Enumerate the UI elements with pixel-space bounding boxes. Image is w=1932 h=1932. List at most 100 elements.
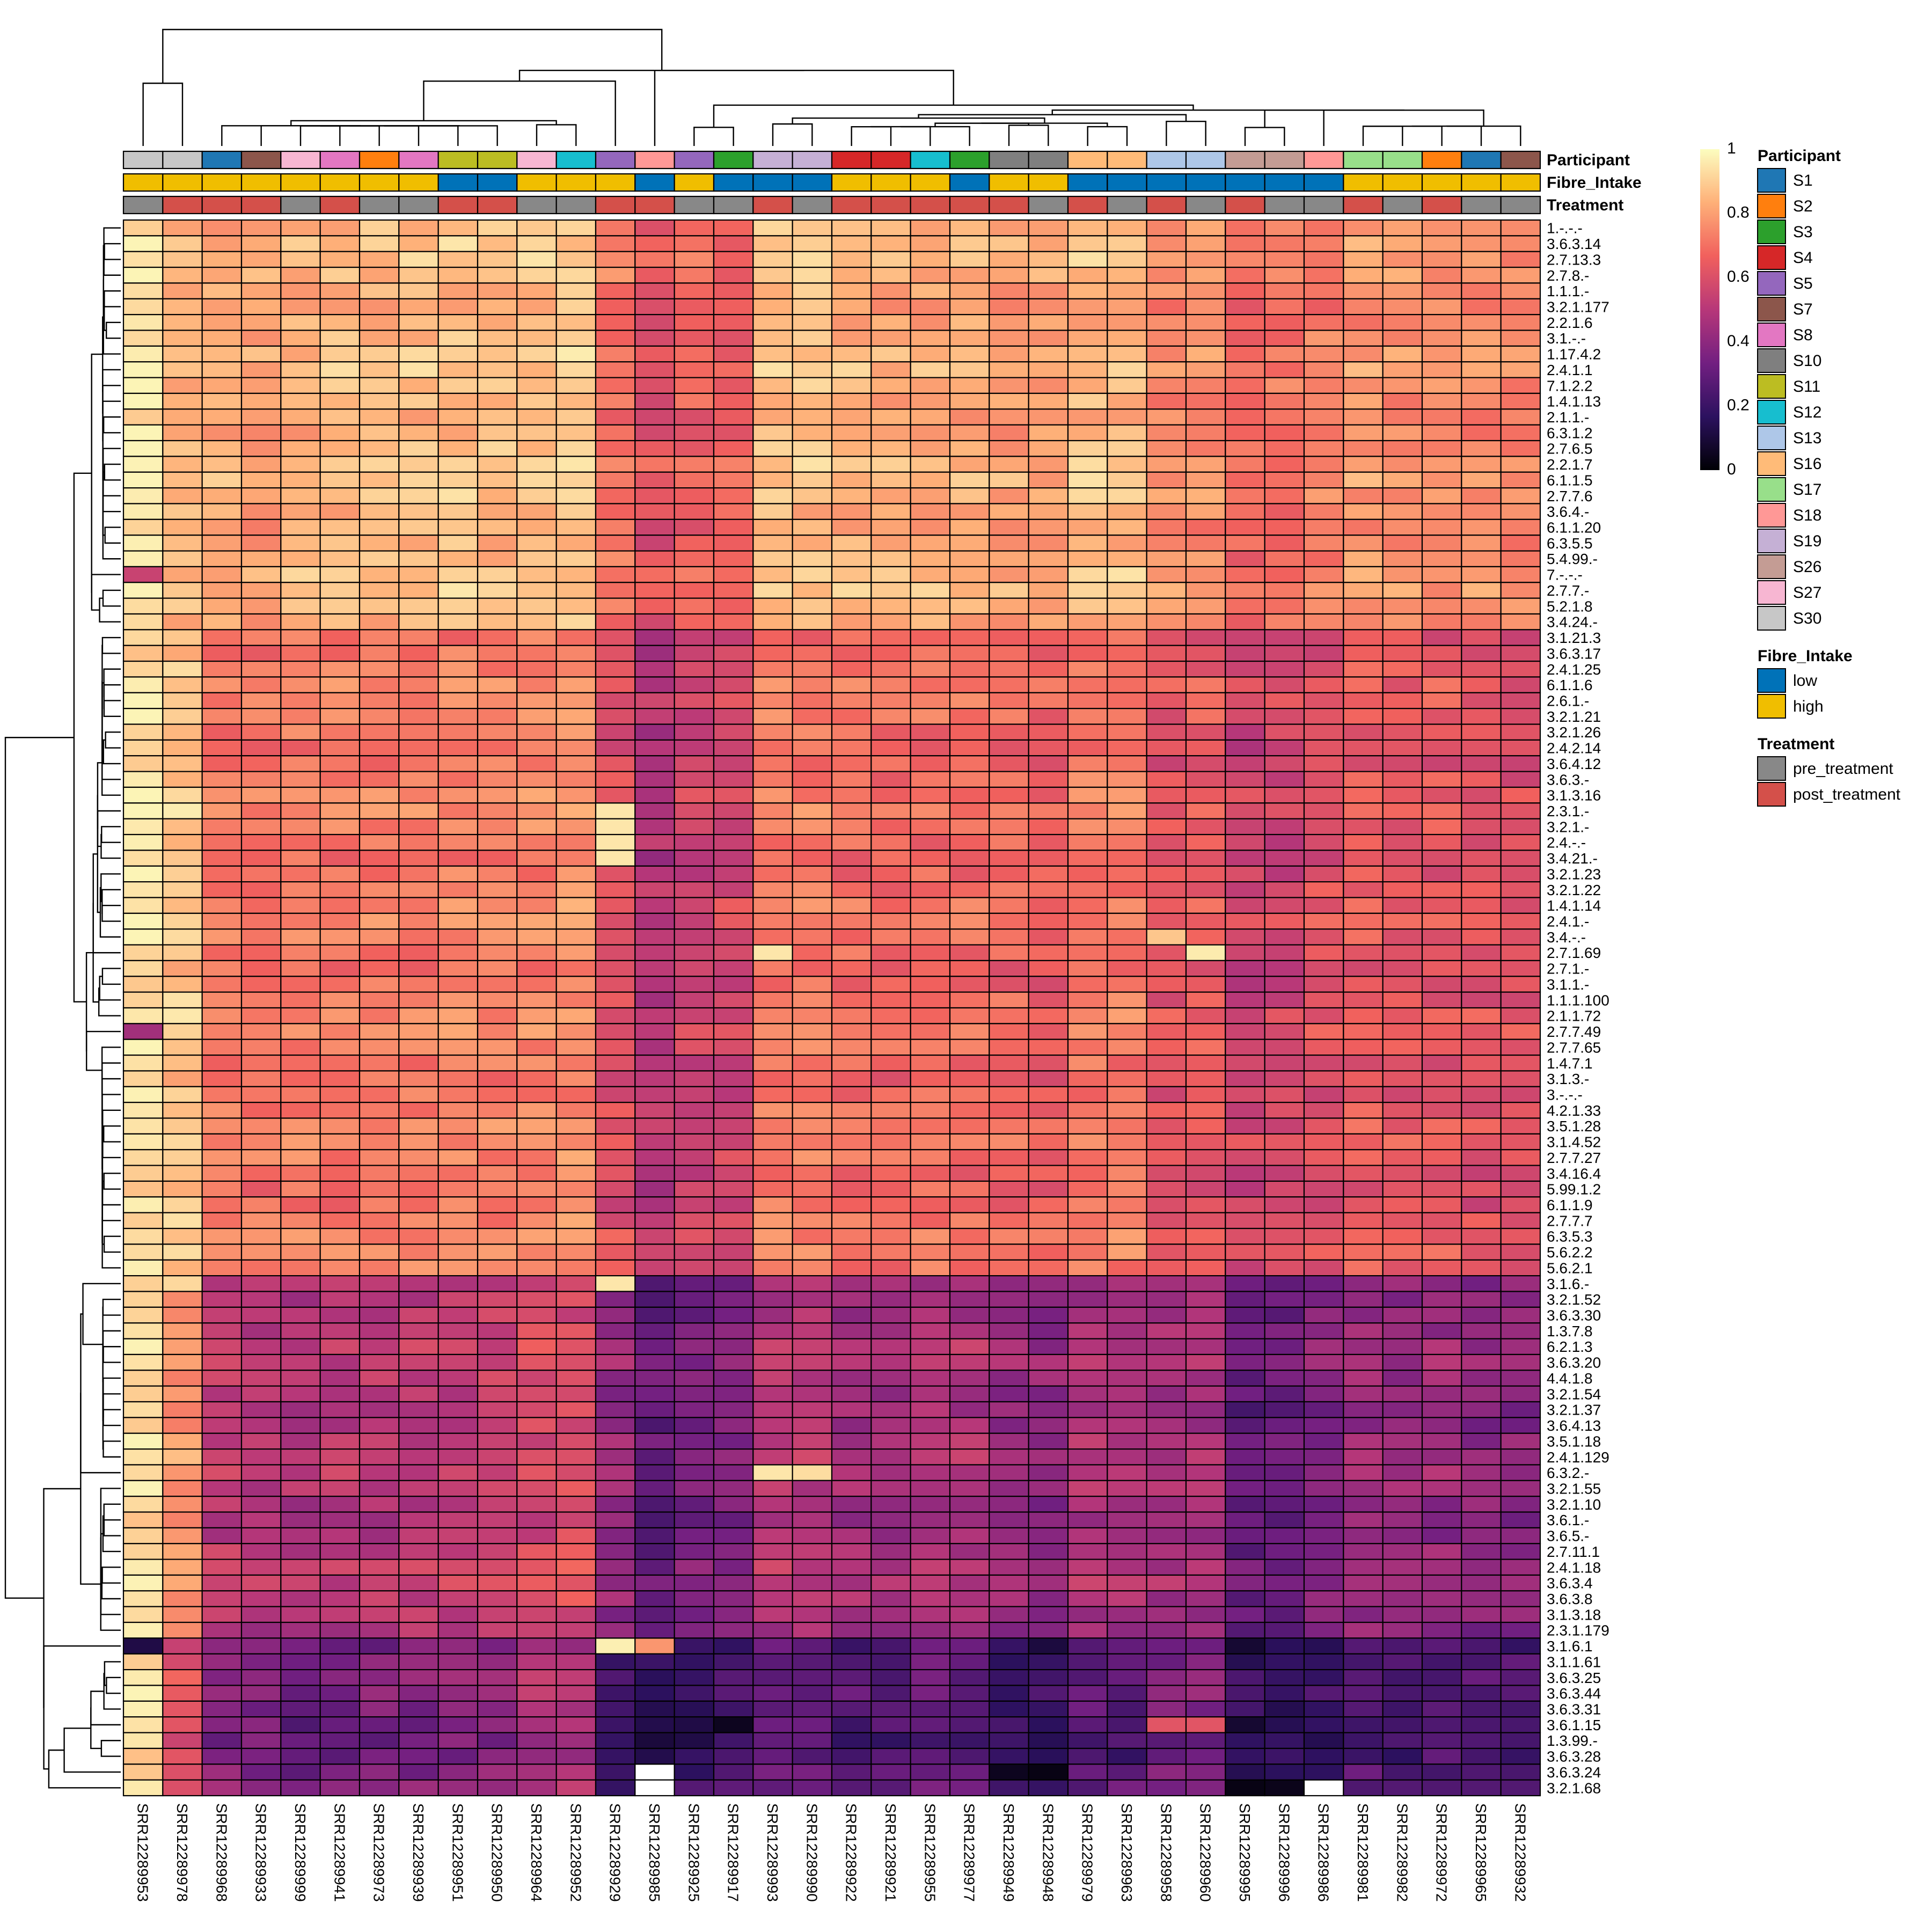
heatmap-cell bbox=[634, 1243, 675, 1261]
legend-label: low bbox=[1793, 672, 1817, 690]
heatmap-cell bbox=[162, 960, 203, 977]
heatmap-cell bbox=[792, 755, 833, 772]
heatmap-cell bbox=[1225, 1291, 1265, 1308]
heatmap-cell bbox=[1303, 976, 1344, 993]
heatmap-cell bbox=[1107, 251, 1147, 268]
heatmap-cell bbox=[398, 991, 439, 1009]
row-label: 6.2.1.3 bbox=[1547, 1338, 1593, 1355]
heatmap-cell bbox=[437, 1038, 479, 1056]
heatmap-cell bbox=[1343, 314, 1384, 331]
heatmap-cell bbox=[1146, 1637, 1187, 1655]
heatmap-cell bbox=[1421, 755, 1462, 772]
heatmap-cell bbox=[1107, 1511, 1147, 1528]
heatmap-cell bbox=[989, 1086, 1029, 1103]
dendrogram-branch bbox=[101, 1574, 121, 1600]
heatmap-cell bbox=[1146, 739, 1187, 757]
heatmap-cell bbox=[240, 314, 282, 331]
heatmap-cell bbox=[1146, 330, 1187, 347]
heatmap-cell bbox=[595, 708, 636, 725]
heatmap-cell bbox=[122, 1038, 164, 1056]
heatmap-cell bbox=[1067, 1763, 1108, 1781]
heatmap-cell bbox=[713, 266, 754, 284]
heatmap-cell bbox=[240, 266, 282, 284]
heatmap-cell bbox=[1343, 1038, 1384, 1056]
heatmap-cell bbox=[1225, 1653, 1265, 1671]
heatmap-cell bbox=[674, 850, 715, 867]
heatmap-cell bbox=[1107, 1448, 1147, 1466]
heatmap-cell bbox=[1185, 833, 1226, 851]
heatmap-cell bbox=[1067, 1480, 1108, 1497]
column-label: SRR12289986 bbox=[1315, 1803, 1332, 1902]
heatmap-cell bbox=[1067, 1700, 1108, 1718]
heatmap-cell bbox=[713, 897, 754, 914]
heatmap-cell bbox=[989, 708, 1029, 725]
heatmap-cell bbox=[201, 1669, 243, 1686]
heatmap-cell bbox=[555, 1574, 597, 1592]
heatmap-cell bbox=[1264, 282, 1305, 299]
heatmap-cell bbox=[752, 1732, 793, 1750]
annotation-cell bbox=[516, 150, 557, 170]
heatmap-cell bbox=[1461, 566, 1502, 583]
heatmap-cell bbox=[437, 597, 479, 615]
heatmap-cell bbox=[634, 629, 675, 646]
heatmap-cell bbox=[595, 582, 636, 599]
heatmap-cell bbox=[1028, 1227, 1069, 1245]
heatmap-cell bbox=[1461, 833, 1502, 851]
heatmap-cell bbox=[555, 1070, 597, 1087]
heatmap-cell bbox=[1067, 345, 1108, 363]
heatmap-cell bbox=[1382, 1590, 1423, 1607]
heatmap-cell bbox=[477, 503, 518, 520]
heatmap-cell bbox=[201, 818, 243, 836]
heatmap-cell bbox=[555, 944, 597, 962]
heatmap-cell bbox=[1382, 912, 1423, 930]
heatmap-cell bbox=[792, 1496, 833, 1513]
heatmap-cell bbox=[1185, 235, 1226, 252]
heatmap-cell bbox=[122, 408, 164, 426]
heatmap-cell bbox=[1382, 1779, 1423, 1797]
heatmap-cell bbox=[595, 1385, 636, 1403]
heatmap-cell bbox=[752, 976, 793, 993]
heatmap-cell bbox=[201, 282, 243, 299]
heatmap-cell bbox=[1461, 1117, 1502, 1135]
heatmap-cell bbox=[201, 471, 243, 489]
heatmap-cell bbox=[1107, 219, 1147, 237]
heatmap-cell bbox=[949, 1448, 990, 1466]
heatmap-cell bbox=[555, 1149, 597, 1166]
heatmap-cell bbox=[398, 1653, 439, 1671]
heatmap-cell bbox=[1107, 1574, 1147, 1592]
heatmap-cell bbox=[1421, 471, 1462, 489]
heatmap-cell bbox=[713, 771, 754, 788]
heatmap-cell bbox=[1382, 786, 1423, 804]
heatmap-cell bbox=[516, 1338, 557, 1356]
heatmap-cell bbox=[989, 1007, 1029, 1024]
heatmap-cell bbox=[1185, 865, 1226, 883]
heatmap-cell bbox=[201, 1165, 243, 1182]
heatmap-cell bbox=[398, 1716, 439, 1733]
annotation-cell bbox=[280, 173, 321, 192]
heatmap-cell bbox=[595, 1747, 636, 1765]
heatmap-cell bbox=[949, 1417, 990, 1434]
heatmap-cell bbox=[358, 1716, 400, 1733]
heatmap-cell bbox=[752, 1558, 793, 1576]
heatmap-cell bbox=[122, 1621, 164, 1639]
heatmap-cell bbox=[162, 535, 203, 552]
heatmap-cell bbox=[1067, 1322, 1108, 1340]
heatmap-cell bbox=[162, 1275, 203, 1292]
heatmap-cell bbox=[674, 1653, 715, 1671]
heatmap-cell bbox=[358, 550, 400, 568]
heatmap-cell bbox=[162, 1732, 203, 1750]
heatmap-cell bbox=[1421, 1038, 1462, 1056]
annotation-cell bbox=[674, 173, 715, 192]
heatmap-cell bbox=[162, 1370, 203, 1387]
heatmap-cell bbox=[358, 1133, 400, 1151]
heatmap-cell bbox=[319, 1023, 361, 1040]
heatmap-cell bbox=[910, 708, 951, 725]
annotation-cell bbox=[674, 195, 715, 215]
heatmap-cell bbox=[516, 850, 557, 867]
heatmap-cell bbox=[1303, 1038, 1344, 1056]
heatmap-cell bbox=[792, 991, 833, 1009]
heatmap-cell bbox=[280, 1259, 321, 1277]
heatmap-cell bbox=[358, 676, 400, 693]
heatmap-cell bbox=[1146, 1716, 1187, 1733]
heatmap-cell bbox=[634, 1685, 675, 1702]
